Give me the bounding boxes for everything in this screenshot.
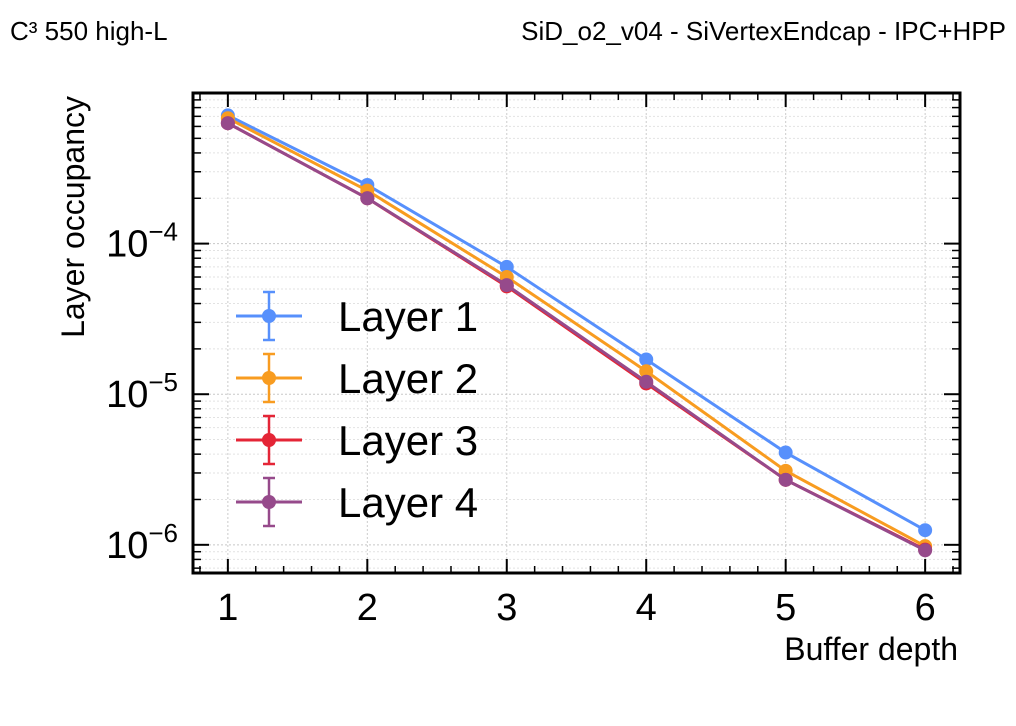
legend-label: Layer 3 — [338, 417, 478, 464]
legend-item-layer-1: Layer 1 — [236, 290, 478, 342]
x-tick-label: 3 — [496, 587, 517, 629]
legend-item-layer-2: Layer 2 — [236, 352, 478, 404]
plot-frame — [191, 91, 962, 575]
legend: Layer 1 Layer 2 Layer 3 Layer 4 — [236, 290, 478, 528]
x-tick-label: 2 — [357, 587, 378, 629]
header-left-label: C³ 550 high-L — [10, 16, 168, 46]
grid — [193, 92, 960, 573]
x-tick-label: 4 — [636, 587, 657, 629]
x-tick-label: 6 — [915, 587, 936, 629]
series-line — [227, 121, 926, 552]
data-point — [918, 543, 933, 558]
y-tick-label: 10−6 — [106, 518, 178, 567]
data-point — [778, 445, 793, 460]
data-point — [639, 374, 654, 389]
series-group — [220, 108, 933, 558]
legend-marker — [262, 371, 276, 385]
y-tick-label: 10−5 — [106, 367, 178, 416]
header-title: SiD_o2_v04 - SiVertexEndcap - IPC+HPP — [521, 16, 1006, 46]
y-tick-label: 10−4 — [106, 217, 178, 266]
legend-item-layer-3: Layer 3 — [236, 414, 478, 466]
legend-label: Layer 2 — [338, 355, 478, 402]
data-point — [499, 278, 514, 293]
x-tick-label: 1 — [217, 587, 238, 629]
series-line — [227, 121, 926, 551]
series-line — [227, 116, 926, 548]
series-line — [227, 114, 926, 532]
legend-marker — [262, 495, 276, 509]
x-tick-label: 5 — [775, 587, 796, 629]
legend-item-layer-4: Layer 4 — [236, 476, 478, 528]
data-point — [220, 116, 235, 131]
data-point — [918, 523, 933, 538]
series-layer-4 — [220, 116, 933, 558]
data-point — [778, 472, 793, 487]
data-point — [639, 364, 654, 379]
data-point — [360, 191, 375, 206]
y-tick-labels: 10−6 10−5 10−4 — [106, 217, 178, 567]
y-axis-label: Layer occupancy — [55, 96, 91, 338]
x-tick-labels: 1 2 3 4 5 6 — [217, 587, 935, 629]
legend-label: Layer 4 — [338, 479, 478, 526]
data-point — [499, 259, 514, 274]
data-point — [639, 352, 654, 367]
x-axis-label: Buffer depth — [784, 631, 958, 667]
legend-marker — [262, 309, 276, 323]
legend-label: Layer 1 — [338, 293, 478, 340]
legend-marker — [262, 433, 276, 447]
series-layer-3 — [220, 116, 933, 557]
